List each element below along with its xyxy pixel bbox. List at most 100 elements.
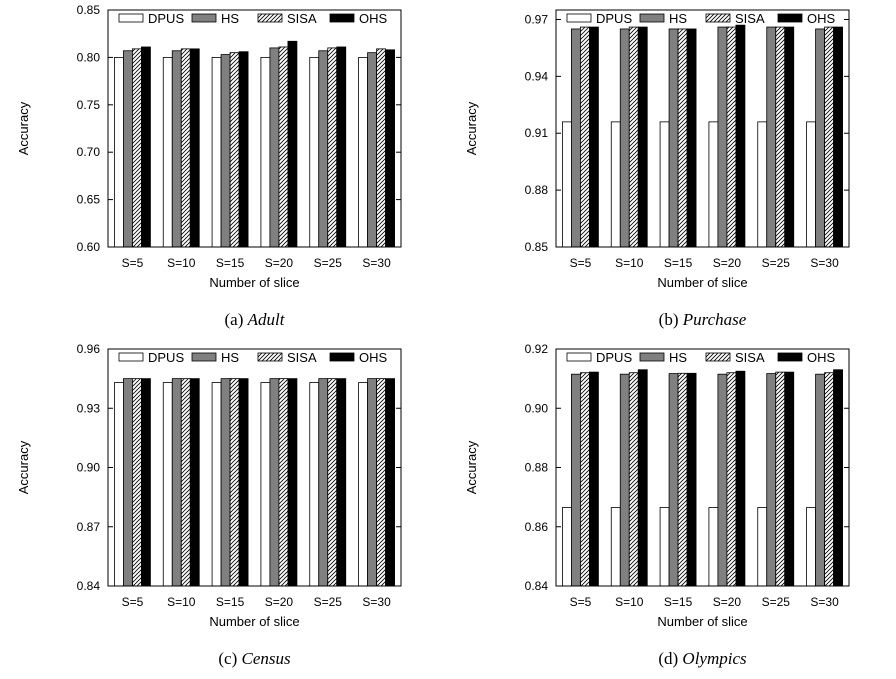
bar-hs-s20 — [269, 378, 280, 587]
legend-label-dpus: DPUS — [148, 11, 184, 26]
x-tick-label: S=15 — [664, 256, 693, 270]
bar-dpus-s25 — [309, 57, 320, 248]
bar-sisa-s25 — [327, 378, 338, 587]
y-axis-label: Accuracy — [464, 440, 479, 494]
legend-swatch-hs — [191, 352, 217, 362]
bar-hs-s20 — [717, 26, 728, 248]
y-tick-label: 0.60 — [77, 240, 101, 254]
bar-ohs-s30 — [385, 49, 395, 248]
bar-hs-s15 — [668, 373, 679, 587]
caption-prefix: (c) — [218, 649, 237, 668]
bar-hs-s15 — [668, 28, 679, 248]
chart-adult: 0.60 0.65 0.70 0.75 0.80 0.85 S=5 S=10 S=15 S=20 S… — [16, 3, 402, 329]
legend-swatch-ohs — [329, 352, 355, 362]
bar-ohs-s20 — [287, 40, 298, 248]
x-tick-label: S=25 — [314, 256, 343, 270]
x-tick-label: S=30 — [362, 256, 391, 270]
bar-dpus-s30 — [806, 121, 816, 248]
bar-ohs-s20 — [735, 370, 746, 587]
bar-sisa-s25 — [775, 371, 786, 587]
chart-panel-olympics: 0.84 0.86 0.88 0.90 0.92 S=5 S=10 S=15 S=20 S=25 S… — [448, 339, 896, 678]
bar-sisa-s20 — [726, 372, 737, 587]
y-tick-label: 0.92 — [525, 342, 549, 356]
bar-hs-s10 — [619, 373, 630, 587]
bar-sisa-s15 — [229, 378, 240, 587]
x-tick-label: S=10 — [615, 256, 644, 270]
bar-ohs-s10 — [637, 369, 648, 587]
bar-dpus-s25 — [309, 382, 320, 587]
y-axis-label: Accuracy — [464, 101, 479, 155]
caption-prefix: (d) — [658, 649, 678, 668]
bar-dpus-s25 — [757, 121, 768, 248]
bar-ohs-s30 — [385, 378, 395, 587]
legend-label-ohs: OHS — [359, 11, 388, 26]
chart-panel-census: 0.84 0.87 0.90 0.93 0.96 S=5 S=10 S=15 S=20 S=25 S… — [0, 339, 448, 678]
bar-hs-s5 — [571, 373, 581, 587]
legend-swatch-ohs — [777, 352, 803, 362]
bar-hs-s15 — [220, 378, 231, 587]
legend-swatch-sisa — [257, 13, 283, 23]
bar-sisa-s30 — [376, 378, 386, 587]
bar-hs-s30 — [815, 373, 825, 587]
plot-frame — [107, 9, 402, 248]
y-tick-label: 0.90 — [525, 401, 549, 415]
y-tick-label: 0.93 — [77, 401, 101, 415]
x-tick-label: S=5 — [122, 256, 144, 270]
chart-purchase: 0.85 0.88 0.91 0.94 0.97 S=5 S=10 S=15 S=20 S=25 S… — [464, 9, 850, 329]
legend-label-sisa: SISA — [735, 350, 765, 365]
x-tick-label: S=10 — [615, 595, 644, 609]
y-axis-label: Accuracy — [16, 101, 31, 155]
bar-dpus-s10 — [610, 121, 621, 248]
bar-ohs-s30 — [833, 26, 843, 248]
bar-hs-s30 — [367, 52, 377, 248]
x-tick-label: S=25 — [762, 595, 791, 609]
x-tick-label: S=25 — [314, 595, 343, 609]
x-axis-label: Number of slice — [209, 275, 299, 290]
bar-hs-s25 — [766, 373, 777, 587]
legend-label-dpus: DPUS — [596, 11, 632, 26]
y-tick-label: 0.84 — [525, 579, 549, 593]
x-tick-label: S=10 — [167, 595, 196, 609]
x-tick-label: S=5 — [122, 595, 144, 609]
caption-dataset-name: Olympics — [682, 649, 747, 668]
bar-dpus-s15 — [659, 121, 670, 248]
y-tick-label: 0.84 — [77, 579, 101, 593]
legend-label-dpus: DPUS — [596, 350, 632, 365]
bar-ohs-s25 — [336, 46, 347, 248]
x-tick-label: S=30 — [810, 256, 839, 270]
y-axis-label: Accuracy — [16, 440, 31, 494]
x-axis-label: Number of slice — [657, 275, 747, 290]
plot-frame — [107, 348, 402, 587]
bar-hs-s25 — [318, 50, 329, 248]
chart-olympics: 0.84 0.86 0.88 0.90 0.92 S=5 S=10 S=15 S=20 S=25 S… — [464, 342, 850, 668]
caption-dataset-name: Purchase — [682, 310, 747, 329]
x-axis-label: Number of slice — [209, 614, 299, 629]
bar-ohs-s10 — [189, 48, 200, 248]
x-tick-label: S=5 — [570, 256, 592, 270]
bar-ohs-s15 — [238, 51, 249, 248]
bar-dpus-s5 — [562, 507, 572, 587]
legend-swatch-sisa — [705, 13, 731, 23]
bar-dpus-s25 — [757, 507, 768, 587]
bar-dpus-s15 — [211, 57, 222, 248]
bar-dpus-s30 — [358, 382, 368, 587]
legend-label-ohs: OHS — [807, 11, 836, 26]
legend-label-hs: HS — [669, 11, 687, 26]
bar-ohs-s15 — [686, 372, 697, 587]
x-axis-label: Number of slice — [657, 614, 747, 629]
bar-hs-s5 — [123, 378, 133, 587]
x-tick-label: S=30 — [362, 595, 391, 609]
bar-dpus-s15 — [211, 382, 222, 587]
legend-swatch-dpus — [118, 13, 144, 23]
bar-sisa-s15 — [677, 28, 688, 248]
bar-ohs-s15 — [686, 28, 697, 248]
bar-sisa-s20 — [726, 26, 737, 248]
y-tick-label: 0.90 — [77, 461, 101, 475]
bar-sisa-s5 — [580, 372, 590, 587]
x-tick-label: S=10 — [167, 256, 196, 270]
bar-ohs-s25 — [784, 371, 795, 587]
legend-label-sisa: SISA — [287, 350, 317, 365]
y-tick-label: 0.94 — [525, 69, 549, 83]
legend-swatch-hs — [639, 13, 665, 23]
legend-label-hs: HS — [221, 350, 239, 365]
